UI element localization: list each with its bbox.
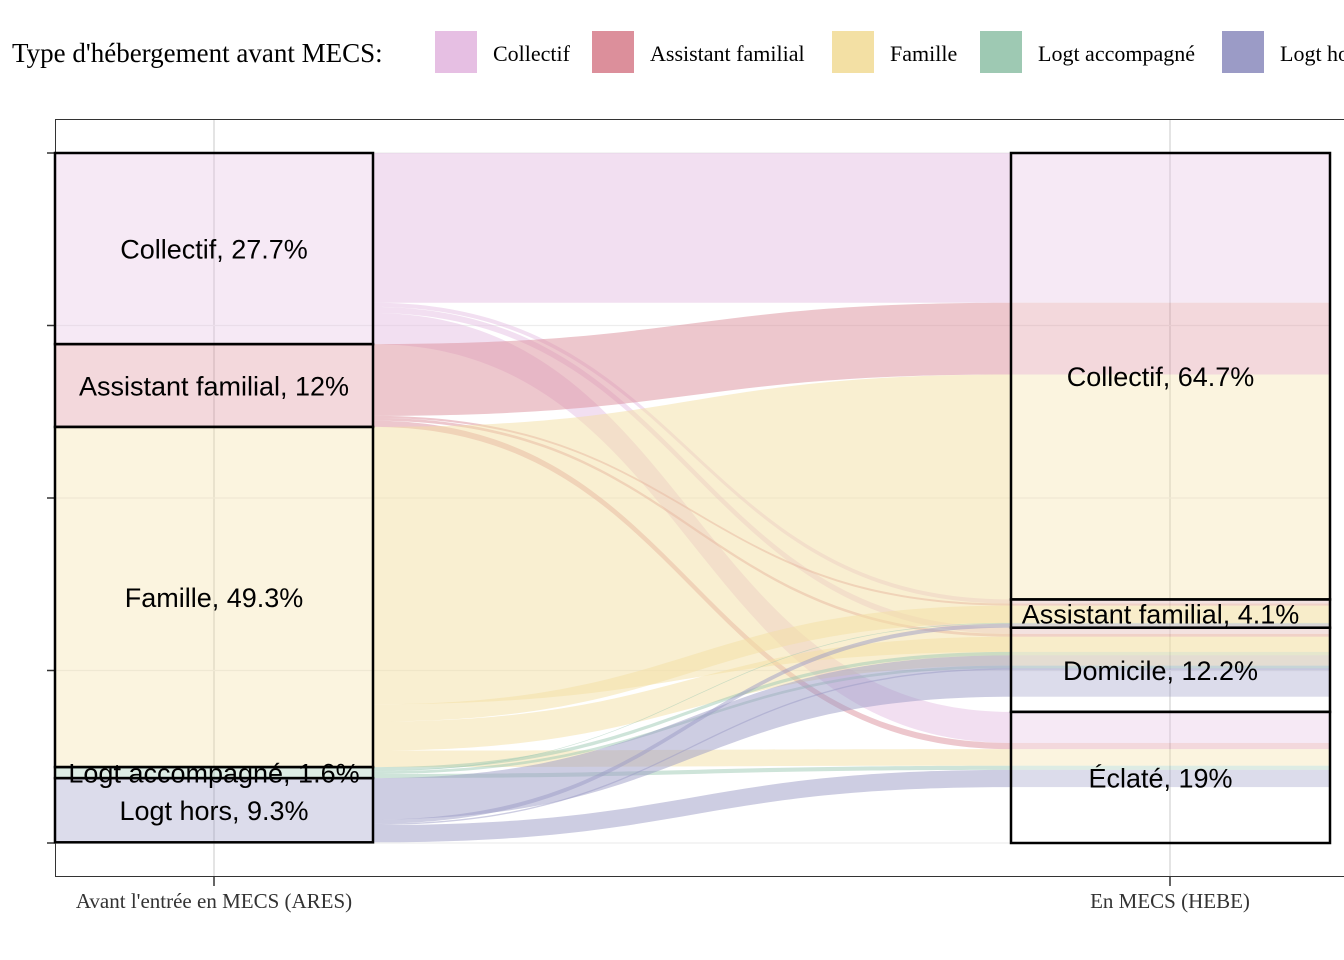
- right-node-segment-logt-hors: [1011, 668, 1330, 670]
- left-node-label-famille: Famille, 49.3%: [125, 583, 304, 613]
- legend-swatch-collectif: [435, 31, 477, 73]
- flow-logt-hors-to-assistant-familial: [373, 623, 1011, 824]
- legend-label-collectif: Collectif: [493, 41, 571, 66]
- left-node-assistant-familial: [53, 342, 375, 429]
- flow-logt-hors-to-collectif: [373, 655, 1011, 820]
- right-node-label-assistant-familial: Assistant familial, 4.1%: [1022, 600, 1300, 630]
- right-node-segment-collectif: [1011, 711, 1330, 743]
- right-node-segment-famille: [1011, 374, 1330, 652]
- right-node-segment-collectif: [1011, 599, 1330, 604]
- legend-label-logt-hors: Logt hors: [1280, 41, 1344, 66]
- legend-swatch-assistant-familial: [592, 31, 634, 73]
- left-node-logt-hors: [53, 776, 375, 844]
- right-node-eclate: [1009, 710, 1332, 845]
- flows: [373, 153, 1011, 843]
- flow-logt-hors-to-eclate: [373, 769, 1011, 843]
- node-labels: Collectif, 27.7% Assistant familial, 12% F…: [68, 235, 1299, 827]
- right-node-segment-collectif: [1011, 627, 1330, 634]
- axis-label-right: En MECS (HEBE): [1090, 889, 1250, 913]
- right-node-segment-famille: [1011, 605, 1330, 623]
- left-node-collectif: [53, 151, 375, 346]
- right-node-segment-logt-hors: [1011, 769, 1330, 788]
- right-node-segment-assistant-familial: [1011, 603, 1330, 606]
- left-node-label-assistant-familial: Assistant familial, 12%: [79, 372, 349, 402]
- right-node-segment-logt-accompagne: [1011, 765, 1330, 770]
- legend-label-assistant-familial: Assistant familial: [650, 41, 805, 66]
- right-node-segment-logt-accompagne: [1011, 665, 1330, 669]
- axis-label-left: Avant l'entrée en MECS (ARES): [76, 889, 352, 913]
- right-node-segment-assistant-familial: [1011, 302, 1330, 375]
- right-node-segment-assistant-familial: [1011, 742, 1330, 750]
- flow-logt-hors-to-domicile: [373, 668, 1011, 826]
- nodes: [53, 151, 1332, 845]
- flow-assistant-familial-to-collectif: [373, 302, 1011, 416]
- flow-famille-to-assistant-familial: [373, 605, 1011, 722]
- right-node-segment-collectif: [1011, 153, 1330, 303]
- legend-swatch-logt-accompagne: [980, 31, 1022, 73]
- legend-label-famille: Famille: [890, 41, 957, 66]
- left-node-label-collectif: Collectif, 27.7%: [120, 235, 308, 265]
- right-node-label-eclate: Éclaté, 19%: [1088, 763, 1232, 793]
- right-node-label-domicile: Domicile, 12.2%: [1063, 656, 1258, 686]
- right-node-segment-famille: [1011, 749, 1330, 766]
- legend-swatch-logt-hors: [1222, 31, 1264, 73]
- flow-collectif-to-collectif: [373, 153, 1011, 303]
- left-node-label-logt-accompagne: Logt accompagné, 1.6%: [68, 759, 359, 789]
- right-node-segment-logt-accompagne: [1011, 622, 1330, 624]
- right-node-segment-assistant-familial: [1011, 633, 1330, 637]
- legend: Type d'hébergement avant MECS: Collectif…: [12, 31, 1344, 73]
- left-node-famille: [53, 425, 375, 769]
- right-node-segment-logt-hors: [1011, 623, 1330, 628]
- left-node-label-logt-hors: Logt hors, 9.3%: [119, 796, 308, 826]
- x-axis: Avant l'entrée en MECS (ARES) En MECS (H…: [76, 889, 1250, 913]
- legend-title: Type d'hébergement avant MECS:: [12, 38, 383, 68]
- flow-logt-accompagne-to-assistant-familial: [373, 622, 1011, 772]
- legend-label-logt-accompagne: Logt accompagné: [1038, 41, 1195, 66]
- right-node-segment-famille: [1011, 636, 1330, 666]
- legend-swatch-famille: [832, 31, 874, 73]
- right-node-label-collectif: Collectif, 64.7%: [1067, 362, 1255, 392]
- right-node-segment-logt-hors: [1011, 655, 1330, 697]
- right-node-segment-logt-accompagne: [1011, 651, 1330, 656]
- flow-logt-accompagne-to-collectif: [373, 651, 1011, 771]
